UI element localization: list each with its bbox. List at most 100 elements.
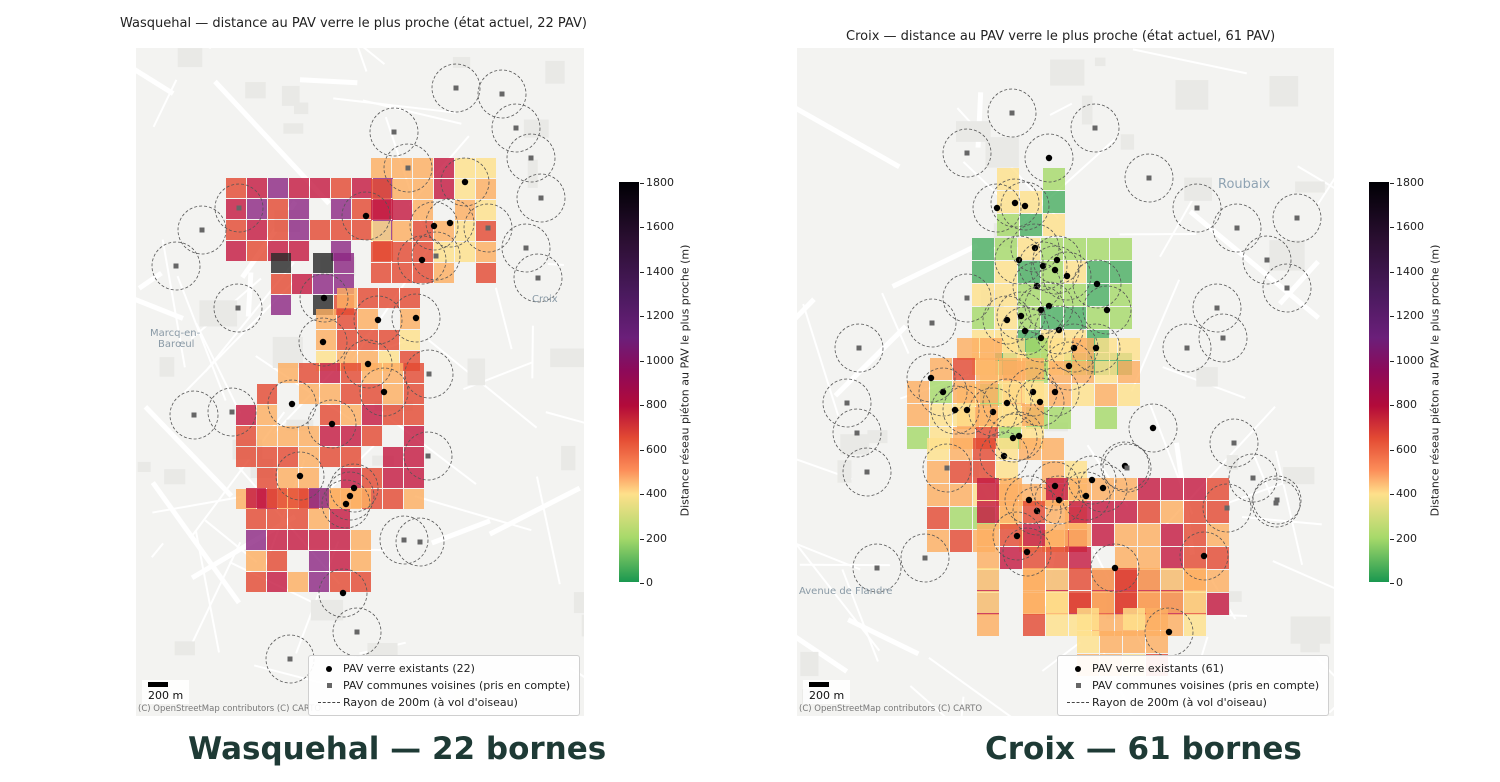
colorbar	[619, 182, 639, 582]
pav-neighbor-marker	[929, 320, 935, 326]
pav-neighbor-marker	[199, 227, 205, 233]
distance-cell	[1023, 614, 1045, 636]
pav-neighbor-marker	[1234, 225, 1240, 231]
distance-cell	[1184, 501, 1206, 523]
radius-circle	[397, 235, 447, 285]
map-canvas	[136, 48, 584, 707]
building-block	[1175, 80, 1209, 110]
building-block	[283, 123, 304, 134]
pav-existing-marker	[1088, 476, 1096, 484]
pav-existing-marker	[1200, 552, 1208, 560]
radius-circle	[463, 203, 513, 253]
distance-cell	[1020, 214, 1042, 236]
distance-cell	[371, 242, 391, 262]
street-line	[137, 270, 163, 291]
distance-cell	[371, 200, 391, 220]
attribution: (C) OpenStreetMap contributors (C) CARTO	[799, 704, 983, 714]
street-line	[1274, 450, 1304, 566]
radius-circle	[1070, 103, 1120, 153]
radius-circle	[1000, 181, 1050, 231]
distance-cell	[1077, 631, 1099, 653]
radius-circle	[1067, 455, 1117, 505]
distance-cell	[331, 199, 351, 219]
street-line	[1277, 259, 1320, 306]
radius-circle	[329, 463, 379, 513]
distance-cell	[257, 384, 277, 404]
distance-cell	[1115, 501, 1137, 523]
distance-cell	[341, 468, 361, 488]
radius-circle	[506, 133, 556, 183]
pav-neighbor-marker	[1092, 125, 1098, 131]
place-label: Avenue de Flandre	[799, 586, 893, 597]
building-block	[840, 434, 870, 455]
radius-circle	[353, 295, 403, 345]
distance-cell	[268, 199, 288, 219]
distance-cell	[1207, 570, 1229, 592]
distance-cell	[950, 484, 972, 506]
distance-cell	[1043, 168, 1065, 190]
distance-cell	[455, 158, 475, 178]
distance-cell	[1041, 284, 1063, 306]
pav-existing-marker	[1017, 312, 1025, 320]
street-line	[928, 657, 1012, 716]
distance-cell	[413, 263, 433, 283]
distance-cell	[383, 405, 403, 425]
street-line	[362, 48, 386, 65]
building-block	[985, 137, 1019, 168]
distance-cell	[1072, 384, 1094, 406]
distance-cell	[267, 509, 287, 529]
distance-cell	[351, 488, 371, 508]
radius-circle	[379, 515, 429, 565]
distance-cell	[352, 178, 372, 198]
distance-cell	[1118, 384, 1140, 406]
legend-label: PAV verre existants (22)	[343, 662, 475, 675]
radius-circle	[1000, 306, 1050, 356]
building-block	[1295, 181, 1325, 193]
place-label: Barœul	[158, 339, 195, 350]
scale-bar-label: 200 m	[148, 689, 184, 702]
distance-cell	[1049, 384, 1071, 406]
pav-existing-marker	[1053, 256, 1061, 264]
distance-cell	[1138, 524, 1160, 546]
colorbar-tick: 1400	[640, 264, 674, 278]
distance-cell	[404, 468, 424, 488]
distance-cell	[1042, 461, 1064, 483]
street-line	[1315, 657, 1334, 677]
street-line	[891, 243, 979, 289]
distance-cell	[316, 330, 336, 350]
distance-cell	[1000, 501, 1022, 523]
distance-cell	[257, 468, 277, 488]
distance-cell	[1049, 338, 1071, 360]
radius-circle	[1202, 483, 1252, 533]
distance-cell	[476, 242, 496, 262]
distance-cell	[1042, 438, 1064, 460]
distance-cell	[267, 530, 287, 550]
pav-existing-marker	[342, 500, 350, 508]
radius-circle	[1262, 263, 1312, 313]
street-line	[909, 685, 946, 716]
map-area[interactable]: Marcq-en- Barœul Croix 200 m (C) OpenStr…	[136, 48, 584, 716]
distance-cell	[299, 363, 319, 383]
street-line	[881, 292, 910, 354]
radius-circle	[1030, 245, 1080, 295]
distance-cell	[320, 363, 340, 383]
distance-cell	[288, 572, 308, 592]
pav-neighbor-marker	[401, 537, 407, 543]
legend-item-existing: PAV verre existants (22)	[315, 660, 573, 677]
distance-cell	[1046, 501, 1068, 523]
pav-neighbor-marker	[453, 85, 459, 91]
colorbar-tick: 1200	[1390, 309, 1424, 323]
map-area[interactable]: Roubaix Avenue de Flandre 200 m (C) Open…	[797, 48, 1334, 716]
distance-cell	[950, 530, 972, 552]
distance-cell	[1146, 631, 1168, 653]
pav-neighbor-marker	[426, 371, 432, 377]
distance-cell	[1138, 478, 1160, 500]
colorbar-tick: 1600	[1390, 220, 1424, 234]
colorbar-tick: 400	[1390, 487, 1417, 501]
legend-item-existing: PAV verre existants (61)	[1064, 660, 1322, 677]
distance-cell	[1207, 478, 1229, 500]
distance-cell	[331, 178, 351, 198]
grey-square-icon	[1075, 683, 1081, 688]
building-block	[174, 641, 195, 656]
radius-circle	[1078, 463, 1128, 513]
